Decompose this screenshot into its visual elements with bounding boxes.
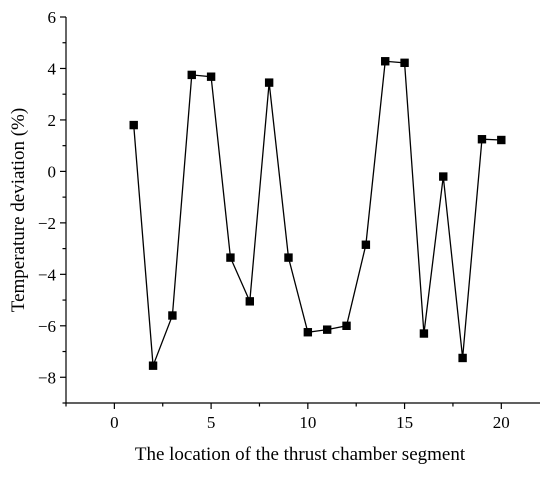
data-point	[168, 311, 177, 320]
x-tick-label: 15	[396, 413, 413, 432]
data-point	[129, 120, 138, 130]
data-point	[381, 57, 390, 66]
data-point	[284, 253, 293, 262]
data-point	[439, 172, 448, 181]
y-tick-label: 2	[48, 111, 57, 130]
y-axis-title: Temperature deviation (%)	[8, 108, 29, 312]
data-point	[400, 58, 409, 68]
data-point	[458, 353, 467, 363]
data-point	[148, 361, 158, 370]
data-point	[322, 325, 332, 334]
y-ticks: −8 −6 −4 −2 0 2 4 6	[38, 8, 66, 404]
data-point	[187, 70, 196, 80]
x-ticks: 0 5 10 15 20	[65, 403, 510, 432]
y-tick-label: 0	[48, 162, 57, 181]
data-point	[497, 135, 506, 145]
data-point	[419, 329, 429, 338]
y-tick-label: 6	[48, 8, 57, 27]
data-point	[206, 72, 216, 81]
data-point	[264, 78, 274, 87]
y-tick-label: −8	[38, 368, 56, 387]
data-point	[361, 240, 371, 249]
data-point	[303, 328, 313, 337]
x-tick-label: 10	[299, 413, 316, 432]
x-tick-label: 5	[207, 413, 216, 432]
y-tick-label: −2	[38, 214, 56, 233]
data-point	[477, 135, 487, 144]
series-line	[133, 60, 502, 366]
y-tick-label: −6	[38, 317, 56, 336]
x-tick-label: 0	[110, 413, 119, 432]
data-point	[245, 297, 254, 306]
axes	[65, 17, 540, 404]
data-point	[226, 253, 235, 262]
series	[129, 57, 506, 370]
y-tick-label: 4	[48, 59, 57, 78]
x-axis-title: The location of the thrust chamber segme…	[135, 444, 466, 465]
data-point	[342, 321, 351, 330]
y-tick-label: −4	[38, 265, 57, 284]
x-tick-label: 20	[493, 413, 510, 432]
